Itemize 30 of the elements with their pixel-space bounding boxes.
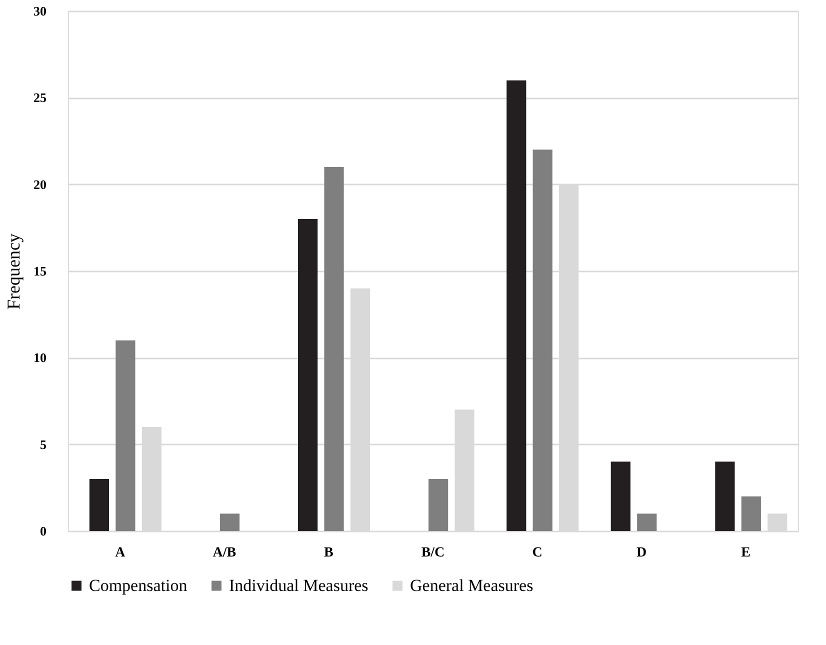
bar xyxy=(506,80,526,531)
x-tick-label: E xyxy=(741,546,751,560)
y-tick-label: 10 xyxy=(34,350,46,366)
bar xyxy=(324,167,344,531)
x-tick-label: B/C xyxy=(421,546,445,560)
x-tick-label: C xyxy=(532,546,542,560)
bar xyxy=(116,340,136,531)
bar xyxy=(741,496,761,531)
bar xyxy=(532,150,552,531)
bar xyxy=(610,462,630,531)
bar xyxy=(298,219,318,531)
y-tick-label: 30 xyxy=(34,4,46,18)
y-tick-label: 5 xyxy=(40,436,47,452)
x-tick-label: A xyxy=(115,546,126,560)
y-tick-label: 0 xyxy=(40,524,46,538)
y-tick-label: 15 xyxy=(34,264,47,278)
legend-label: General Measures xyxy=(410,576,534,595)
x-tick-label: D xyxy=(636,546,647,560)
legend-label: Individual Measures xyxy=(229,576,368,595)
legend-label: Compensation xyxy=(89,576,188,595)
bar xyxy=(637,514,657,531)
y-axis-title: Frequency xyxy=(4,234,24,310)
bar xyxy=(89,479,110,531)
y-tick-label: 20 xyxy=(34,176,46,192)
x-tick-label: A/B xyxy=(212,546,236,560)
bar xyxy=(715,462,735,531)
bar xyxy=(428,479,448,531)
x-tick-label: B xyxy=(324,546,334,560)
bar xyxy=(220,514,240,531)
y-tick-label: 25 xyxy=(34,90,47,106)
